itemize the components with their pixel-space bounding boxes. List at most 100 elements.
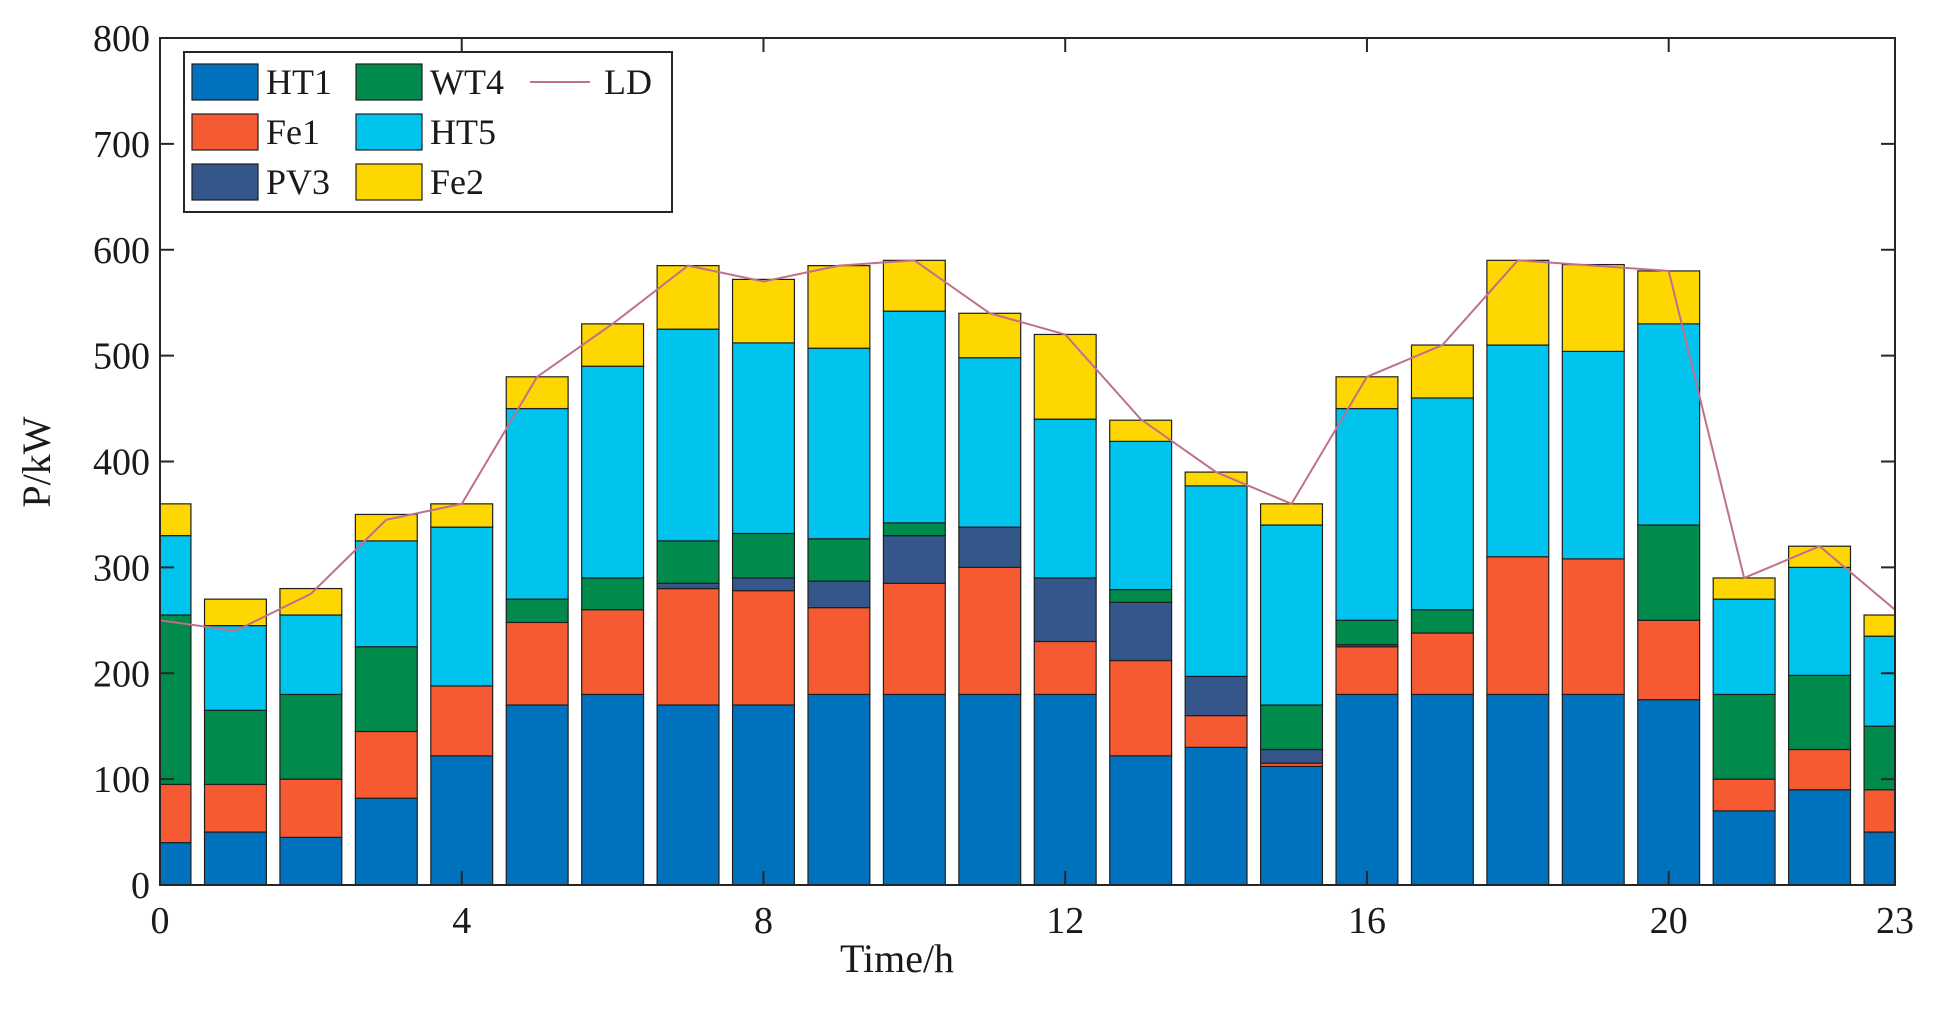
bar-fe2-t16 bbox=[1335, 376, 1399, 410]
x-tick-label-0: 0 bbox=[151, 900, 170, 942]
bars-layer bbox=[159, 259, 1896, 886]
x-tick-label-16: 16 bbox=[1348, 900, 1386, 942]
bar-ht5-t7 bbox=[656, 328, 720, 542]
bar-ht5-t12 bbox=[1033, 418, 1097, 579]
bar-ht1-t12 bbox=[1033, 693, 1097, 886]
bar-fe2-t9 bbox=[807, 265, 871, 349]
x-tick-label-4: 4 bbox=[452, 900, 471, 942]
bar-fe1-t11 bbox=[958, 566, 1022, 696]
bar-fe1-t20 bbox=[1637, 619, 1701, 701]
bar-fe2-t7 bbox=[656, 265, 720, 330]
legend-label-fe1: Fe1 bbox=[266, 112, 320, 152]
bar-fe2-t10 bbox=[882, 259, 946, 312]
bar-ht1-t20 bbox=[1637, 699, 1701, 886]
bar-fe2-t20 bbox=[1637, 270, 1701, 325]
bar-fe2-t21 bbox=[1712, 577, 1776, 600]
bar-pv3-t14 bbox=[1184, 675, 1248, 717]
y-tick-label-600: 600 bbox=[93, 230, 150, 272]
bar-wt4-t17 bbox=[1410, 609, 1474, 634]
bar-ht1-t13 bbox=[1109, 755, 1173, 886]
bar-fe1-t12 bbox=[1033, 640, 1097, 696]
bar-ht1-t4 bbox=[430, 755, 494, 886]
bar-fe2-t12 bbox=[1033, 333, 1097, 420]
bar-fe1-t13 bbox=[1109, 659, 1173, 757]
legend-swatch-ht1 bbox=[191, 63, 259, 101]
y-tick-label-800: 800 bbox=[93, 18, 150, 60]
y-tick-label-500: 500 bbox=[93, 336, 150, 378]
bar-fe2-t1 bbox=[203, 598, 267, 627]
x-tick-label-23: 23 bbox=[1876, 900, 1914, 942]
bar-fe1-t9 bbox=[807, 607, 871, 696]
bar-ht5-t13 bbox=[1109, 440, 1173, 591]
bar-fe2-t5 bbox=[505, 376, 569, 410]
legend-label-ld: LD bbox=[604, 62, 652, 102]
bar-pv3-t10 bbox=[882, 535, 946, 584]
legend-label-pv3: PV3 bbox=[266, 162, 330, 202]
bar-ht5-t0 bbox=[159, 535, 192, 616]
bar-ht1-t5 bbox=[505, 704, 569, 886]
bar-ht5-t2 bbox=[279, 614, 343, 696]
bar-ht5-t9 bbox=[807, 347, 871, 540]
bar-fe1-t10 bbox=[882, 582, 946, 696]
x-tick-label-8: 8 bbox=[754, 900, 773, 942]
bar-ht5-t19 bbox=[1561, 350, 1625, 560]
bar-fe2-t15 bbox=[1259, 503, 1324, 526]
bar-ht1-t2 bbox=[279, 836, 343, 886]
bar-ht1-t14 bbox=[1184, 746, 1248, 886]
bar-wt4-t2 bbox=[279, 693, 343, 780]
bar-ht1-t10 bbox=[882, 693, 946, 886]
x-tick-label-12: 12 bbox=[1046, 900, 1084, 942]
y-tick-label-700: 700 bbox=[93, 124, 150, 166]
bar-ht5-t8 bbox=[731, 342, 796, 535]
bar-fe1-t6 bbox=[581, 609, 645, 696]
bar-ht1-t8 bbox=[731, 704, 796, 886]
ld-load-line bbox=[159, 259, 1896, 632]
bar-ht5-t17 bbox=[1410, 397, 1474, 611]
bar-pv3-t7 bbox=[656, 582, 720, 590]
legend-swatch-fe1 bbox=[191, 113, 259, 151]
bar-ht1-t9 bbox=[807, 693, 871, 886]
bar-ht1-t21 bbox=[1712, 810, 1776, 886]
bar-wt4-t21 bbox=[1712, 693, 1776, 780]
bar-fe1-t21 bbox=[1712, 778, 1776, 812]
legend-label-ht1: HT1 bbox=[266, 62, 332, 102]
bar-wt4-t9 bbox=[807, 538, 871, 582]
bar-wt4-t0 bbox=[159, 614, 192, 786]
bar-wt4-t13 bbox=[1109, 589, 1173, 603]
bar-fe1-t3 bbox=[354, 730, 418, 799]
bar-ht1-t7 bbox=[656, 704, 720, 886]
legend-swatch-pv3 bbox=[191, 163, 259, 201]
bar-pv3-t13 bbox=[1109, 601, 1173, 662]
legend-label-ht5: HT5 bbox=[430, 112, 496, 152]
legend-swatch-wt4 bbox=[355, 63, 423, 101]
x-tick-label-20: 20 bbox=[1650, 900, 1688, 942]
bar-ht5-t20 bbox=[1637, 323, 1701, 526]
bar-fe1-t19 bbox=[1561, 558, 1625, 696]
bar-wt4-t5 bbox=[505, 598, 569, 624]
bar-fe2-t17 bbox=[1410, 344, 1474, 399]
bar-ht1-t22 bbox=[1788, 789, 1852, 886]
bar-ht1-t23 bbox=[1863, 831, 1896, 886]
bar-ht1-t1 bbox=[203, 831, 267, 886]
bar-ht1-t19 bbox=[1561, 693, 1625, 886]
bar-fe2-t6 bbox=[581, 323, 645, 367]
ticks-layer: 0 100 200 300 400 500 600 700 800 0 4 8 12 16 20 23 bbox=[93, 18, 1914, 942]
bar-fe1-t0 bbox=[159, 783, 192, 844]
bar-fe2-t3 bbox=[354, 513, 418, 542]
bar-ht5-t22 bbox=[1788, 566, 1852, 676]
bar-fe1-t17 bbox=[1410, 632, 1474, 696]
legend: HT1 Fe1 PV3 WT4 HT5 Fe2 LD bbox=[183, 51, 673, 213]
bar-pv3-t12 bbox=[1033, 577, 1097, 643]
bar-wt4-t10 bbox=[882, 522, 946, 537]
y-tick-label-0: 0 bbox=[131, 865, 150, 907]
bar-ht5-t10 bbox=[882, 310, 946, 524]
bar-ht5-t6 bbox=[581, 365, 645, 579]
bar-ht1-t16 bbox=[1335, 693, 1399, 886]
bar-fe2-t13 bbox=[1109, 419, 1173, 442]
legend-label-fe2: Fe2 bbox=[430, 162, 484, 202]
bar-ht5-t23 bbox=[1863, 635, 1896, 727]
bar-fe1-t2 bbox=[279, 778, 343, 838]
y-tick-label-400: 400 bbox=[93, 442, 150, 484]
bar-wt4-t7 bbox=[656, 540, 720, 584]
